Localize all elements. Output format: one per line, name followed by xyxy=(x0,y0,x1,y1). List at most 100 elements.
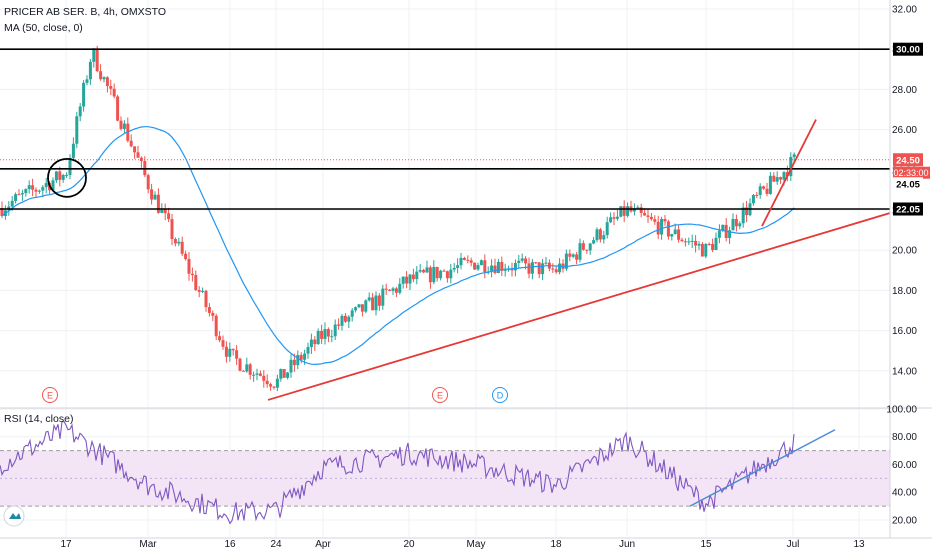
candle-body[interactable] xyxy=(129,140,133,147)
candle-body[interactable] xyxy=(768,175,772,194)
candle-body[interactable] xyxy=(476,265,480,270)
candle-body[interactable] xyxy=(700,243,704,257)
candle-body[interactable] xyxy=(17,194,21,196)
candle-body[interactable] xyxy=(282,369,286,378)
candle-body[interactable] xyxy=(102,77,106,80)
candle-body[interactable] xyxy=(0,207,4,216)
candle-body[interactable] xyxy=(745,207,749,216)
candle-body[interactable] xyxy=(554,269,558,273)
candle-body[interactable] xyxy=(133,146,137,153)
candle-body[interactable] xyxy=(462,257,466,260)
candle-body[interactable] xyxy=(190,273,194,276)
candle-body[interactable] xyxy=(734,219,738,227)
candle-body[interactable] xyxy=(765,188,769,194)
candle-body[interactable] xyxy=(224,346,228,357)
candle-body[interactable] xyxy=(469,260,473,263)
dividend-marker[interactable] xyxy=(492,387,508,403)
earnings-marker[interactable] xyxy=(42,387,58,403)
candle-body[interactable] xyxy=(439,270,443,279)
candle-body[interactable] xyxy=(401,276,405,284)
candle-body[interactable] xyxy=(578,243,582,260)
candle-body[interactable] xyxy=(683,241,687,243)
candle-body[interactable] xyxy=(673,229,677,235)
candle-body[interactable] xyxy=(707,243,711,245)
candle-body[interactable] xyxy=(738,223,742,227)
candle-body[interactable] xyxy=(717,230,721,238)
candle-body[interactable] xyxy=(323,329,327,339)
candle-body[interactable] xyxy=(779,177,783,180)
candle-body[interactable] xyxy=(201,290,205,292)
candle-body[interactable] xyxy=(31,185,35,190)
candle-body[interactable] xyxy=(391,288,395,291)
candle-body[interactable] xyxy=(306,347,310,354)
candle-body[interactable] xyxy=(41,187,45,191)
candle-body[interactable] xyxy=(384,288,388,290)
candle-body[interactable] xyxy=(714,237,718,250)
candle-body[interactable] xyxy=(422,269,426,273)
candle-body[interactable] xyxy=(82,82,86,107)
candle-body[interactable] xyxy=(405,276,409,284)
candle-body[interactable] xyxy=(615,216,619,219)
candle-body[interactable] xyxy=(530,262,534,274)
candle-body[interactable] xyxy=(180,241,184,254)
candle-body[interactable] xyxy=(571,254,575,257)
candle-body[interactable] xyxy=(44,183,48,188)
candle-body[interactable] xyxy=(173,239,177,244)
candle-body[interactable] xyxy=(513,262,517,271)
candle-body[interactable] xyxy=(34,189,38,192)
candle-body[interactable] xyxy=(58,171,62,180)
candle-body[interactable] xyxy=(95,48,99,72)
rsi-line[interactable] xyxy=(0,420,795,525)
candle-body[interactable] xyxy=(418,269,422,272)
candle-body[interactable] xyxy=(782,172,786,180)
candle-body[interactable] xyxy=(496,261,500,274)
candle-body[interactable] xyxy=(534,262,538,264)
candle-body[interactable] xyxy=(741,207,745,224)
candle-body[interactable] xyxy=(75,116,79,144)
candle-body[interactable] xyxy=(442,270,446,272)
candle-body[interactable] xyxy=(568,253,572,257)
candle-body[interactable] xyxy=(381,288,385,306)
candle-body[interactable] xyxy=(483,260,487,273)
candle-body[interactable] xyxy=(694,240,698,246)
candle-body[interactable] xyxy=(408,274,412,284)
candle-body[interactable] xyxy=(309,339,313,348)
candle-body[interactable] xyxy=(167,213,171,220)
candle-body[interactable] xyxy=(588,243,592,251)
candle-body[interactable] xyxy=(398,283,402,293)
candle-body[interactable] xyxy=(367,297,371,301)
candle-body[interactable] xyxy=(558,263,562,273)
candle-body[interactable] xyxy=(20,193,24,195)
candle-body[interactable] xyxy=(275,378,279,388)
candle-body[interactable] xyxy=(303,353,307,360)
candle-body[interactable] xyxy=(428,267,432,283)
candle-body[interactable] xyxy=(751,194,755,204)
candle-body[interactable] xyxy=(622,206,626,216)
candle-body[interactable] xyxy=(721,224,725,231)
candle-body[interactable] xyxy=(666,221,670,237)
candle-body[interactable] xyxy=(71,143,75,158)
candle-body[interactable] xyxy=(61,175,65,180)
candle-body[interactable] xyxy=(163,209,167,214)
candle-body[interactable] xyxy=(218,336,222,341)
candle-body[interactable] xyxy=(245,364,249,372)
candle-body[interactable] xyxy=(204,290,208,308)
candle-body[interactable] xyxy=(456,265,460,268)
candle-body[interactable] xyxy=(235,350,239,359)
candle-body[interactable] xyxy=(789,156,793,177)
candle-body[interactable] xyxy=(214,315,218,337)
candle-body[interactable] xyxy=(99,71,103,80)
candle-body[interactable] xyxy=(27,185,31,190)
candle-body[interactable] xyxy=(473,262,477,270)
candle-body[interactable] xyxy=(690,240,694,242)
candle-body[interactable] xyxy=(299,355,303,360)
candle-body[interactable] xyxy=(286,372,290,378)
candle-body[interactable] xyxy=(316,330,320,345)
candle-body[interactable] xyxy=(269,384,273,387)
candle-body[interactable] xyxy=(510,268,514,271)
candle-body[interactable] xyxy=(646,215,650,217)
candle-body[interactable] xyxy=(343,315,347,322)
candle-body[interactable] xyxy=(663,218,667,222)
candle-body[interactable] xyxy=(775,177,779,182)
